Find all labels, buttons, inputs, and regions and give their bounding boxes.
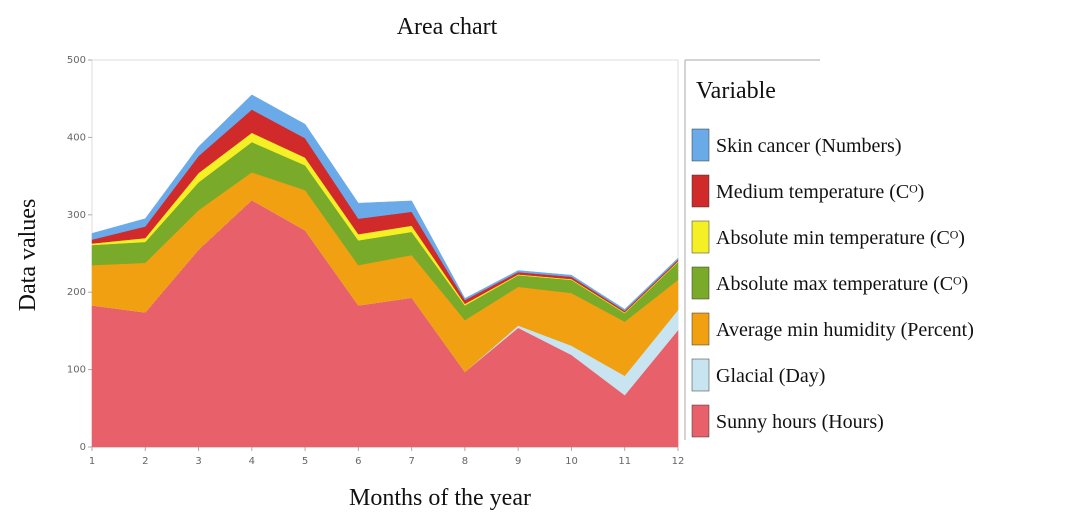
y-tick-label: 100 (67, 365, 86, 376)
chart-title: Area chart (397, 14, 498, 40)
x-tick-label: 11 (618, 456, 631, 467)
x-tick-label: 5 (302, 456, 308, 467)
x-tick-label: 12 (672, 456, 685, 467)
legend-label: Absolute min temperature (Cᴼ) (716, 227, 965, 249)
legend-title: Variable (696, 78, 776, 104)
x-tick-label: 4 (249, 456, 255, 467)
y-tick-label: 500 (67, 55, 86, 66)
area (91, 94, 679, 312)
x-tick-label: 1 (89, 456, 95, 467)
legend-label: Glacial (Day) (716, 365, 825, 387)
legend-label: Average min humidity (Percent) (716, 319, 974, 341)
legend-label: Skin cancer (Numbers) (716, 135, 902, 157)
y-axis-label: Data values (15, 199, 41, 312)
legend-swatch (691, 312, 710, 346)
legend-label: Sunny hours (Hours) (716, 411, 884, 433)
y-tick-label: 0 (80, 442, 86, 453)
y-tick-label: 200 (67, 287, 86, 298)
legend-swatch (691, 128, 710, 162)
x-tick-label: 10 (565, 456, 578, 467)
legend-label: Absolute max temperature (Cᴼ) (716, 273, 968, 295)
y-tick-label: 300 (67, 210, 86, 221)
x-tick-label: 8 (462, 456, 468, 467)
x-axis-label: Months of the year (349, 485, 531, 511)
y-tick-label: 400 (67, 132, 86, 143)
legend-swatch (691, 404, 710, 438)
x-tick-label: 9 (515, 456, 521, 467)
x-tick-label: 6 (355, 456, 361, 467)
x-tick-label: 3 (195, 456, 201, 467)
x-tick-label: 7 (408, 456, 414, 467)
x-tick-label: 2 (142, 456, 148, 467)
legend-swatch (691, 174, 710, 208)
legend-swatch (691, 266, 710, 300)
legend-label: Medium temperature (Cᴼ) (716, 181, 924, 203)
legend-swatch (691, 358, 710, 392)
legend-swatch (691, 220, 710, 254)
